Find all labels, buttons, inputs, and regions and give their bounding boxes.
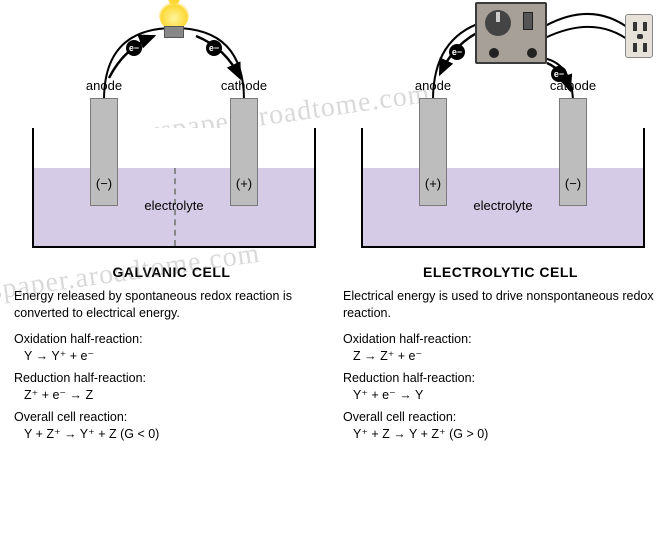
lightbulb-base bbox=[164, 26, 184, 38]
electrolyte-tank: electrolyte bbox=[361, 128, 645, 248]
power-supply bbox=[475, 2, 547, 64]
cathode-label: cathode bbox=[214, 78, 274, 93]
overall-reaction: Y⁺ + Z → Y + Z⁺ (G > 0) bbox=[343, 426, 658, 441]
reduction-reaction: Y⁺ + e⁻ → Y bbox=[343, 387, 658, 402]
galvanic-diagram: e− e− anode cathode electrolyte (−) (+) bbox=[14, 8, 329, 258]
electrolytic-panel: e− e− anode cathode electrolyte (+) (−) … bbox=[343, 8, 658, 527]
page: e− e− anode cathode electrolyte (−) (+) … bbox=[0, 0, 672, 537]
galvanic-caption: Energy released by spontaneous redox rea… bbox=[14, 288, 329, 322]
wall-outlet-icon bbox=[625, 14, 653, 58]
reduction-label: Reduction half-reaction: bbox=[343, 371, 658, 385]
overall-label: Overall cell reaction: bbox=[343, 410, 658, 424]
cathode-label: cathode bbox=[543, 78, 603, 93]
anode-sign: (−) bbox=[90, 176, 118, 191]
electrolyte-label: electrolyte bbox=[34, 198, 314, 213]
electrolyte-fill: electrolyte bbox=[34, 168, 314, 246]
galvanic-panel: e− e− anode cathode electrolyte (−) (+) … bbox=[14, 8, 329, 527]
cathode-sign: (+) bbox=[230, 176, 258, 191]
electrolyte-tank: electrolyte bbox=[32, 128, 316, 248]
psu-knob-icon bbox=[485, 10, 511, 36]
electrolytic-title: ELECTROLYTIC CELL bbox=[343, 264, 658, 280]
anode-label: anode bbox=[76, 78, 132, 93]
electron-icon: e− bbox=[206, 40, 222, 56]
electrolytic-caption: Electrical energy is used to drive nonsp… bbox=[343, 288, 658, 322]
oxidation-label: Oxidation half-reaction: bbox=[343, 332, 658, 346]
electron-icon: e− bbox=[126, 40, 142, 56]
oxidation-label: Oxidation half-reaction: bbox=[14, 332, 329, 346]
oxidation-reaction: Z → Z⁺ + e⁻ bbox=[343, 348, 658, 363]
cathode-sign: (−) bbox=[559, 176, 587, 191]
psu-port-icon bbox=[489, 48, 499, 58]
anode-label: anode bbox=[405, 78, 461, 93]
overall-reaction: Y + Z⁺ → Y⁺ + Z (G < 0) bbox=[14, 426, 329, 441]
psu-port-icon bbox=[527, 48, 537, 58]
electron-icon: e− bbox=[449, 44, 465, 60]
electrolyte-fill: electrolyte bbox=[363, 168, 643, 246]
galvanic-title: GALVANIC CELL bbox=[14, 264, 329, 280]
overall-label: Overall cell reaction: bbox=[14, 410, 329, 424]
reduction-reaction: Z⁺ + e⁻ → Z bbox=[14, 387, 329, 402]
anode-sign: (+) bbox=[419, 176, 447, 191]
electrolytic-diagram: e− e− anode cathode electrolyte (+) (−) bbox=[343, 8, 658, 258]
oxidation-reaction: Y → Y⁺ + e⁻ bbox=[14, 348, 329, 363]
electrolyte-label: electrolyte bbox=[363, 198, 643, 213]
reduction-label: Reduction half-reaction: bbox=[14, 371, 329, 385]
psu-switch-icon bbox=[523, 12, 533, 30]
